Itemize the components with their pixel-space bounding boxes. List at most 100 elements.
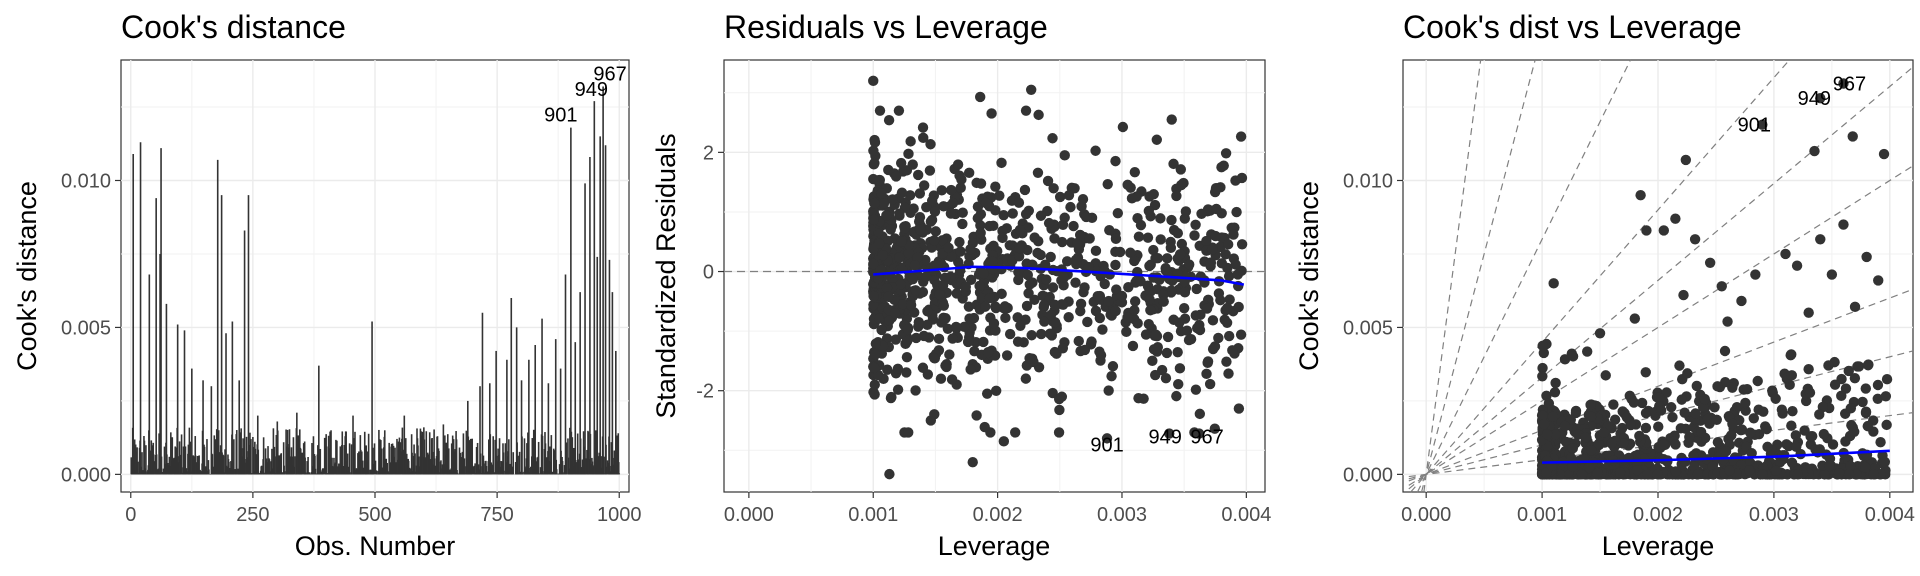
data-point [1054,404,1065,416]
data-point [1862,420,1873,432]
grid [724,60,1265,492]
data-point [1215,294,1226,306]
data-point [1126,193,1138,204]
x-ticks: 0.000 0.001 0.002 0.003 0.004 [724,492,1271,526]
data-point [1549,387,1561,398]
data-point [896,236,907,247]
data-point [1166,114,1177,125]
data-point [893,105,905,116]
data-point [920,271,932,282]
data-point [1013,251,1025,262]
data-point [1653,421,1664,432]
data-point [1094,312,1106,324]
data-point [1818,428,1830,440]
data-point [1838,219,1849,230]
data-point [878,198,890,209]
data-point [1757,469,1768,480]
data-point [997,232,1008,244]
data-point [998,436,1010,447]
data-point [1043,217,1055,229]
data-point [1585,399,1596,411]
data-point [890,334,901,345]
cooks-contour-line [1420,59,1536,493]
data-point [1829,379,1841,390]
point-label-967: 967 [1833,74,1866,96]
data-point [873,174,885,186]
y-axis-title: Cook's distance [1294,181,1324,371]
data-point [874,105,886,116]
x-tick-label: 0.001 [848,504,898,526]
data-point [929,352,940,364]
data-point [1709,402,1720,413]
data-point [1559,420,1571,432]
data-point [1667,412,1678,423]
data-point [1616,422,1628,434]
data-point [1103,385,1114,396]
data-point [1860,406,1872,417]
x-tick-label: 0.001 [1517,504,1567,526]
data-point [919,180,930,191]
data-point [883,291,894,303]
data-point [1537,371,1548,382]
data-point [928,235,940,246]
x-tick-label: 0.004 [1221,504,1271,526]
data-point [1171,390,1182,402]
data-point [1022,269,1033,281]
data-point [1223,368,1234,379]
data-point [1020,208,1032,220]
data-point [968,312,980,324]
data-point [1209,341,1221,352]
y-ticks: 0.000 0.005 0.010 [1343,170,1403,486]
data-point [868,362,880,374]
data-point [1770,393,1781,404]
data-point [885,392,897,404]
data-point [1537,362,1548,374]
data-point [1143,205,1155,217]
data-point [869,137,881,148]
data-point [873,238,885,249]
data-point [897,299,909,310]
data-point [1015,320,1026,332]
data-point [869,349,881,360]
data-point [979,421,990,433]
y-ticks: 0.000 0.005 0.010 [61,170,121,486]
data-point [1125,247,1136,258]
data-point [1823,360,1834,371]
data-point [1065,201,1076,213]
data-point [1699,393,1710,405]
data-point [1041,274,1052,285]
data-point [1655,405,1667,416]
data-point [1748,413,1759,424]
data-point [1860,383,1871,394]
data-point [1161,253,1173,264]
data-point [903,248,915,259]
data-point [1012,312,1023,323]
data-point [1036,328,1047,340]
data-point [1786,420,1797,431]
data-point [1029,232,1040,243]
data-point [1155,234,1166,245]
data-point [1787,406,1798,417]
data-point [1059,150,1070,161]
data-point [1133,231,1145,242]
y-tick-label: 0.005 [61,317,111,339]
data-point [1007,208,1018,219]
data-point [1204,378,1216,390]
data-point [1063,311,1074,323]
data-point [1148,344,1160,355]
data-point [869,198,880,209]
data-point [874,313,885,324]
data-point [924,165,936,176]
data-point [1151,134,1162,145]
data-point [986,108,997,119]
data-point [982,346,994,358]
data-point [918,330,930,342]
data-point [1045,309,1057,321]
data-point [978,268,989,279]
point-label-901: 901 [544,105,577,127]
data-point [1045,251,1056,263]
data-point [1608,399,1619,410]
data-point [1070,277,1081,288]
data-point [937,235,948,246]
